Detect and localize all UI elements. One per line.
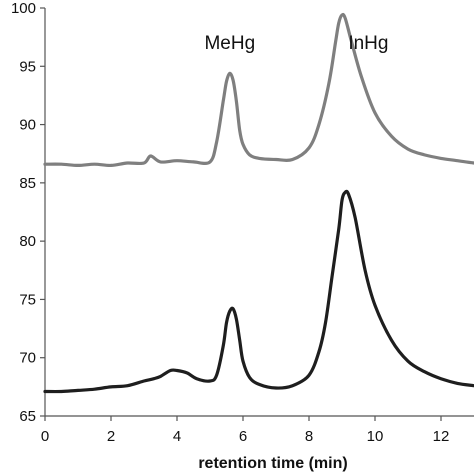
peak-label-inhg: InHg bbox=[348, 33, 388, 54]
plot-area: 65 70 75 80 85 90 95 100 0 2 4 6 8 10 12 MeHg InHg bbox=[11, 0, 474, 445]
x-tick-label: 10 bbox=[367, 428, 384, 445]
y-tick-label: 70 bbox=[19, 350, 36, 367]
x-tick-label: 0 bbox=[41, 428, 49, 445]
x-tick-label: 12 bbox=[433, 428, 450, 445]
y-tick-label: 85 bbox=[19, 175, 36, 192]
y-tick-label: 100 bbox=[11, 0, 36, 17]
peak-label-mehg: MeHg bbox=[204, 33, 255, 54]
series-line-2 bbox=[43, 189, 474, 394]
x-tick-label: 2 bbox=[107, 428, 115, 445]
y-tick-label: 75 bbox=[19, 291, 36, 308]
series-line-1 bbox=[43, 12, 474, 168]
x-axis-title: retention time (min) bbox=[198, 455, 347, 472]
x-tick-label: 8 bbox=[305, 428, 313, 445]
x-tick-label: 4 bbox=[173, 428, 181, 445]
y-tick-label: 65 bbox=[19, 408, 36, 425]
x-tick-label: 6 bbox=[239, 428, 247, 445]
y-tick-label: 90 bbox=[19, 117, 36, 134]
y-tick-label: 80 bbox=[19, 233, 36, 250]
y-tick-label: 95 bbox=[19, 58, 36, 75]
